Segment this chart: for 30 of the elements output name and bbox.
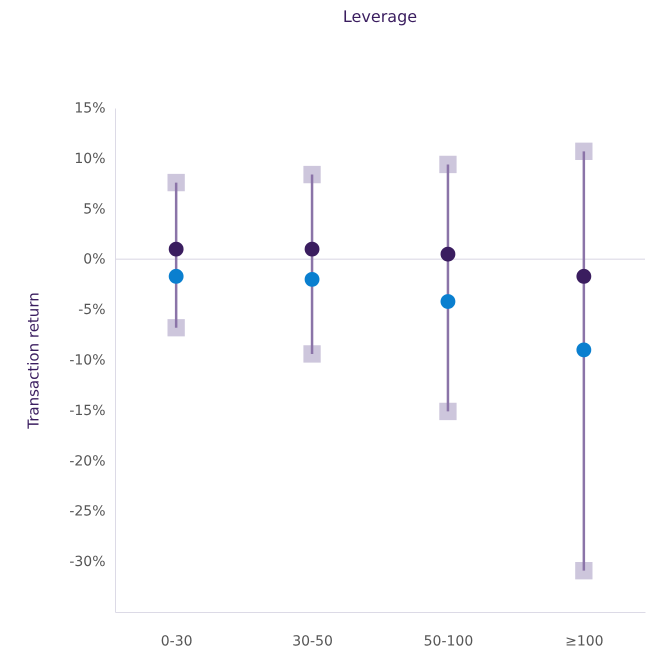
y-tick-label: -5%: [78, 302, 106, 318]
y-tick-label: -10%: [69, 352, 106, 368]
point: [575, 562, 593, 580]
point: [575, 142, 593, 160]
y-tick-label: 0%: [83, 252, 106, 268]
bar: [582, 151, 586, 571]
y-tick-label: -25%: [69, 504, 106, 520]
point: [168, 242, 184, 257]
y-tick-label: -15%: [69, 402, 106, 419]
x-tick-label: 30-50: [292, 634, 333, 650]
y-tick-label: 5%: [83, 201, 106, 218]
point: [304, 272, 320, 287]
y-axis-title: Transaction return: [24, 292, 42, 430]
y-tick-label: -20%: [69, 453, 106, 470]
point: [576, 268, 592, 284]
x-tick-label: ≥100: [565, 634, 604, 650]
x-tick-label: 50-100: [424, 634, 474, 650]
y-tick-label: 15%: [74, 100, 106, 116]
point: [168, 268, 184, 284]
point: [440, 294, 456, 309]
point: [304, 242, 320, 257]
point: [440, 246, 456, 262]
point: [439, 402, 457, 420]
chart-title: Leverage: [342, 7, 418, 26]
y-tick-label: -30%: [69, 554, 106, 570]
point: [167, 174, 185, 192]
point: [167, 319, 185, 336]
y-tick-label: 10%: [74, 150, 106, 167]
x-tick-label: 0-30: [160, 634, 193, 650]
point: [576, 342, 592, 358]
